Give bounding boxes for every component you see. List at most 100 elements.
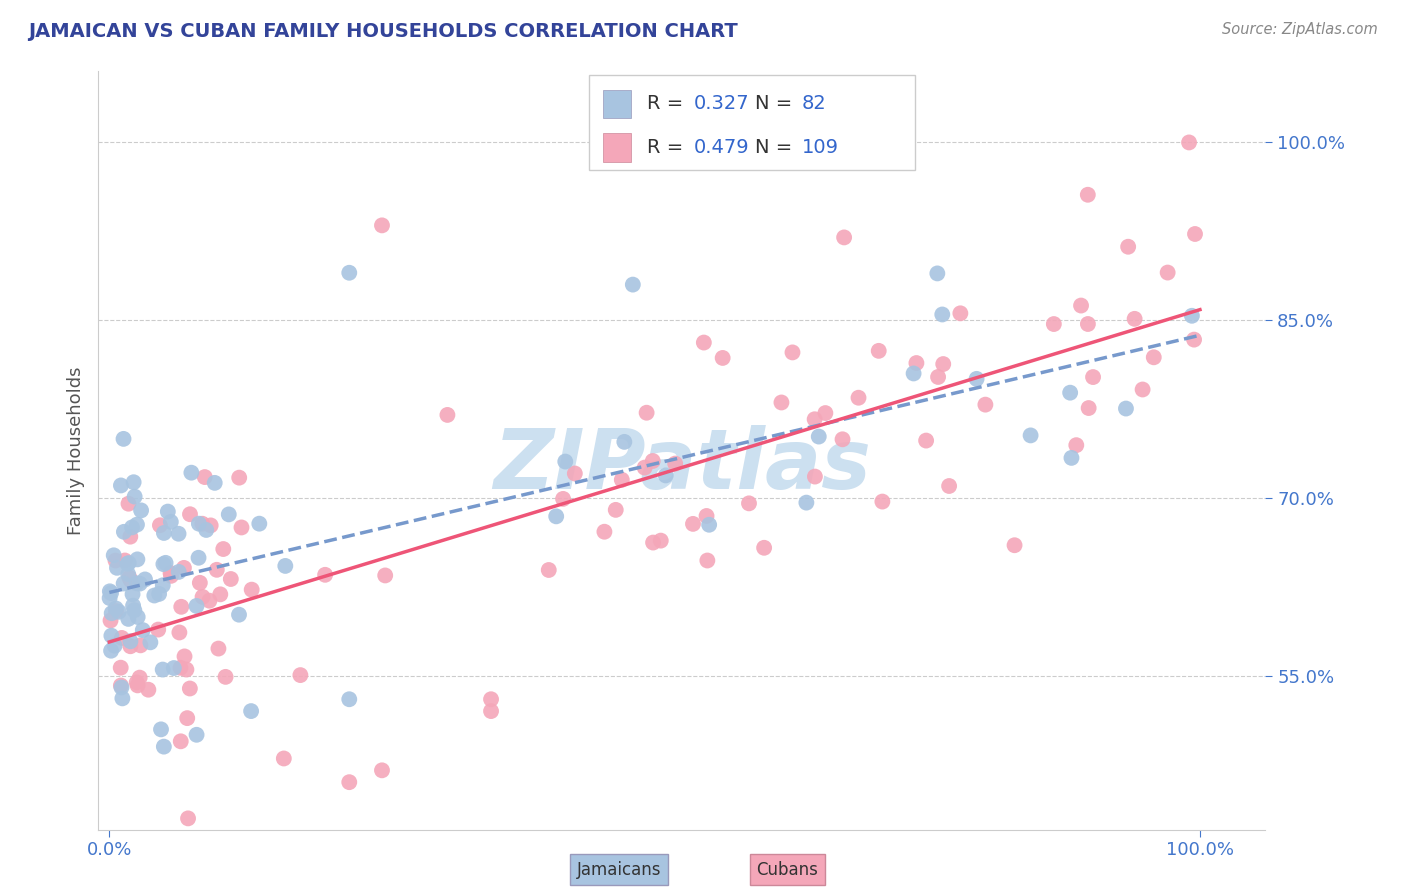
Point: [872, 494, 894, 508]
Point: [152, 663, 174, 677]
Point: [273, 751, 295, 765]
Text: R =: R =: [647, 137, 689, 157]
Point: [134, 573, 156, 587]
Point: [186, 599, 208, 613]
Bar: [603, 133, 630, 161]
Point: [138, 682, 160, 697]
Point: [1115, 401, 1137, 416]
Point: [1132, 383, 1154, 397]
Point: [1184, 227, 1206, 241]
Point: [127, 678, 149, 692]
Point: [664, 457, 686, 471]
Point: [537, 563, 560, 577]
Point: [191, 590, 214, 604]
Y-axis label: Family Households: Family Households: [66, 367, 84, 534]
Point: [114, 553, 136, 567]
Point: [108, 605, 131, 619]
Point: [641, 454, 664, 468]
Point: [1116, 240, 1139, 254]
Point: [125, 517, 148, 532]
Point: [1077, 317, 1099, 331]
Point: [654, 468, 676, 483]
Point: [120, 530, 142, 544]
Point: [696, 508, 718, 523]
Point: [1004, 538, 1026, 552]
Point: [605, 503, 627, 517]
Point: [634, 460, 657, 475]
Text: ZIPatlas: ZIPatlas: [494, 425, 870, 506]
Point: [436, 408, 458, 422]
Point: [207, 641, 229, 656]
Text: 109: 109: [801, 137, 839, 157]
Point: [152, 578, 174, 592]
Point: [152, 557, 174, 571]
Point: [1077, 401, 1099, 415]
Point: [191, 516, 214, 531]
Point: [1019, 428, 1042, 442]
Point: [198, 593, 221, 607]
Point: [314, 567, 336, 582]
Point: [150, 723, 173, 737]
Point: [274, 558, 297, 573]
Point: [613, 434, 636, 449]
Point: [1182, 333, 1205, 347]
Point: [711, 351, 734, 365]
Point: [1060, 450, 1083, 465]
Point: [814, 406, 837, 420]
Point: [848, 391, 870, 405]
Text: N =: N =: [755, 137, 799, 157]
Point: [117, 557, 139, 571]
Point: [231, 520, 253, 534]
Point: [337, 775, 360, 789]
Point: [188, 575, 211, 590]
Bar: [603, 89, 630, 119]
Point: [118, 556, 141, 570]
Point: [167, 565, 190, 579]
Point: [173, 649, 195, 664]
Point: [122, 475, 145, 490]
Point: [738, 496, 761, 510]
Point: [636, 406, 658, 420]
Point: [927, 267, 949, 281]
Point: [696, 553, 718, 567]
Text: JAMAICAN VS CUBAN FAMILY HOUSEHOLDS CORRELATION CHART: JAMAICAN VS CUBAN FAMILY HOUSEHOLDS CORR…: [28, 22, 738, 41]
Point: [156, 505, 179, 519]
Point: [247, 516, 270, 531]
Point: [98, 584, 121, 599]
Point: [100, 586, 122, 600]
Point: [153, 525, 176, 540]
Point: [693, 335, 716, 350]
Point: [170, 734, 193, 748]
Point: [148, 587, 170, 601]
Point: [1156, 266, 1178, 280]
Point: [100, 614, 122, 628]
Text: 82: 82: [801, 95, 827, 113]
Point: [169, 661, 191, 675]
Point: [209, 587, 232, 601]
Point: [117, 497, 139, 511]
Point: [212, 542, 235, 557]
Point: [796, 495, 818, 509]
Point: [153, 739, 176, 754]
Point: [205, 563, 228, 577]
Point: [546, 509, 568, 524]
Point: [218, 508, 240, 522]
Point: [104, 601, 127, 615]
Point: [1178, 136, 1201, 150]
Point: [104, 639, 127, 653]
Point: [117, 612, 139, 626]
Point: [682, 516, 704, 531]
Point: [554, 454, 576, 468]
Point: [1059, 385, 1081, 400]
Point: [112, 432, 135, 446]
Point: [337, 266, 360, 280]
Point: [966, 372, 988, 386]
Point: [187, 516, 209, 531]
Bar: [589, 75, 915, 170]
Point: [125, 576, 148, 591]
Point: [180, 466, 202, 480]
Point: [176, 711, 198, 725]
Point: [159, 566, 181, 580]
Point: [121, 587, 143, 601]
Point: [128, 671, 150, 685]
